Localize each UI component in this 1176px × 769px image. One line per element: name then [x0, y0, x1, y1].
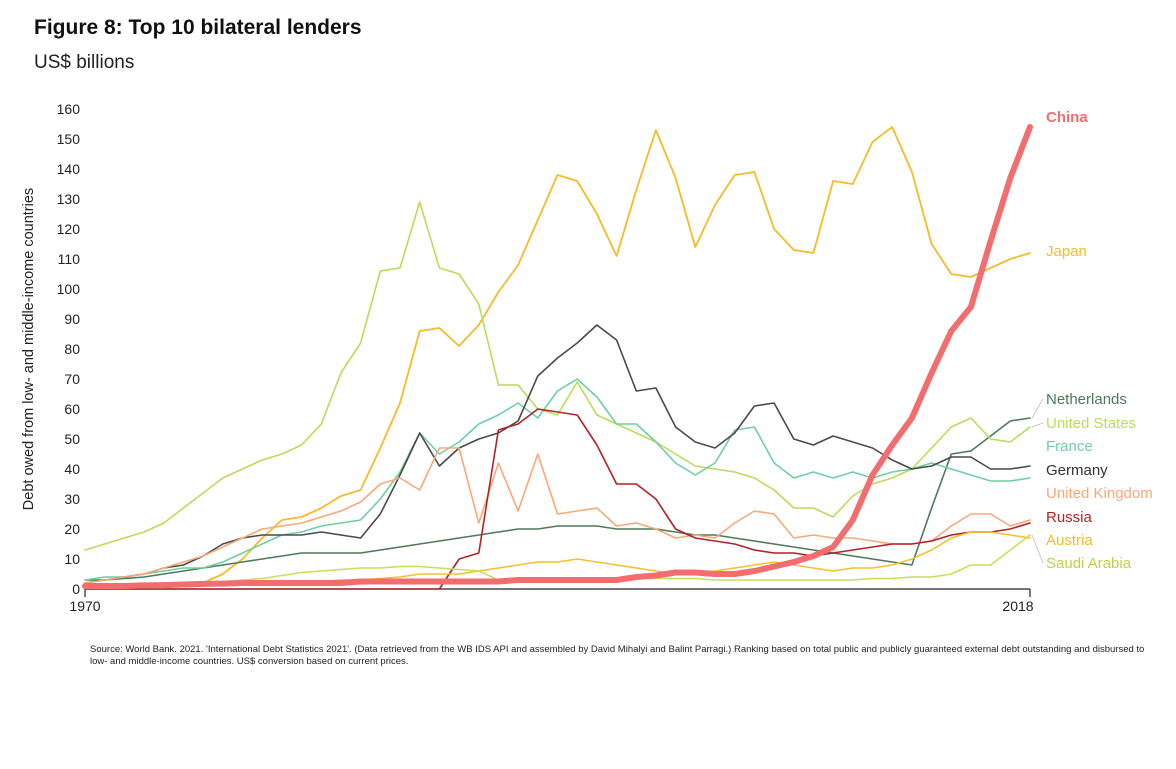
y-axis: 0 10 20 30 40 50 60 70 80 90 100 110 120 130 140 150 160: [57, 101, 81, 597]
y-tick-label: 40: [64, 461, 80, 477]
source-note: Source: World Bank. 2021. 'International…: [90, 644, 1145, 667]
series-lines: [82, 124, 1033, 590]
series-labels: China Japan Netherlands United States France…: [1031, 109, 1153, 572]
y-axis-label: Debt owed from low- and middle-income co…: [21, 188, 37, 510]
series-line-united-kingdom: [84, 447, 1031, 584]
y-tick-label: 90: [64, 311, 80, 327]
series-label-germany: Germany: [1046, 462, 1108, 479]
y-tick-label: 30: [64, 491, 80, 507]
y-tick-label: 50: [64, 431, 80, 447]
y-tick-label: 120: [57, 221, 81, 237]
x-axis: 1970 2018: [69, 588, 1034, 614]
y-tick-label: 60: [64, 401, 80, 417]
label-connector: [1031, 534, 1044, 564]
series-line-china: [82, 124, 1033, 589]
y-tick-label: 130: [57, 191, 81, 207]
y-tick-label: 10: [64, 551, 80, 567]
y-tick-label: 110: [58, 251, 81, 267]
chart-title: Figure 8: Top 10 bilateral lenders: [34, 16, 362, 39]
label-connector: [1031, 398, 1044, 419]
y-tick-label: 20: [64, 521, 80, 537]
series-line-netherlands: [84, 417, 1031, 581]
chart-subtitle: US$ billions: [34, 52, 135, 73]
series-label-netherlands: Netherlands: [1046, 391, 1127, 408]
series-label-austria: Austria: [1046, 532, 1093, 549]
x-tick-label: 1970: [69, 598, 100, 614]
series-label-france: France: [1046, 438, 1093, 455]
series-label-united-states: United States: [1046, 415, 1136, 432]
y-tick-label: 80: [64, 341, 80, 357]
y-tick-label: 140: [57, 161, 81, 177]
label-connector: [1031, 422, 1044, 428]
series-line-japan: [84, 126, 1031, 589]
y-tick-label: 100: [57, 281, 81, 297]
y-tick-label: 70: [64, 371, 80, 387]
series-line-united-states: [84, 201, 1031, 551]
series-label-united-kingdom: United Kingdom: [1046, 485, 1153, 502]
series-label-japan: Japan: [1046, 243, 1087, 260]
series-label-russia: Russia: [1046, 509, 1093, 526]
y-tick-label: 0: [72, 581, 80, 597]
series-line-russia: [84, 408, 1031, 590]
y-tick-label: 160: [57, 101, 81, 117]
y-tick-label: 150: [57, 131, 81, 147]
line-chart: 0 10 20 30 40 50 60 70 80 90 100 110 120 130 140 150 160…: [21, 101, 1153, 614]
series-label-saudi-arabia: Saudi Arabia: [1046, 555, 1132, 572]
x-tick-label: 2018: [1002, 598, 1033, 614]
series-label-china: China: [1046, 109, 1088, 126]
